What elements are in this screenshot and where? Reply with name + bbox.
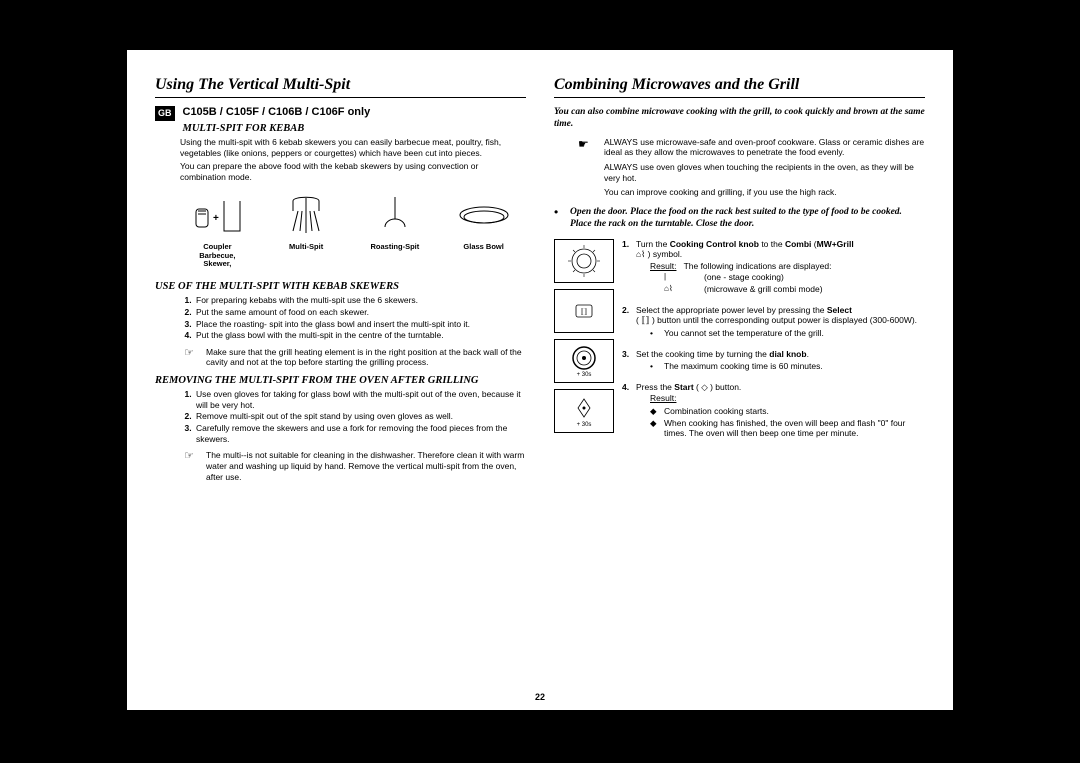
- acc-label-1: Multi-Spit: [264, 243, 349, 251]
- para-1: Using the multi-spit with 6 kebab skewer…: [180, 137, 526, 158]
- intro-text: You can also combine microwave cooking w…: [554, 106, 925, 131]
- step-4: 4.Press the Start ( ◇ ) button. Result: …: [622, 382, 925, 439]
- svg-text:+: +: [213, 213, 219, 224]
- step-r3: Carefully remove the skewers and use a f…: [194, 423, 526, 444]
- acc-multispit: Multi-Spit: [264, 190, 349, 268]
- s1d: Combi: [785, 239, 811, 249]
- step-2: 2.Select the appropriate power level by …: [622, 305, 925, 339]
- multispit-icon: [281, 193, 331, 237]
- right-column: Combining Microwaves and the Grill You c…: [554, 75, 925, 700]
- s3b: dial knob: [769, 349, 806, 359]
- dial-label-4: + 30s: [577, 422, 592, 430]
- s1-line2: (microwave & grill combi mode): [704, 284, 823, 295]
- step-u1: For preparing kebabs with the multi-spit…: [194, 295, 526, 306]
- s4-result-label: Result:: [650, 393, 676, 403]
- section-title-right: Combining Microwaves and the Grill: [554, 75, 925, 98]
- s4c: ( ◇ ) button.: [694, 382, 742, 392]
- s2a: Select the appropriate power level by pr…: [636, 305, 827, 315]
- s3a: Set the cooking time by turning the: [636, 349, 769, 359]
- dial-column: ⟦⟧ + 30s + 30s: [554, 239, 614, 449]
- step-3: 3.Set the cooking time by turning the di…: [622, 349, 925, 372]
- acc-roasting: Roasting-Spit: [353, 190, 438, 268]
- step-u2: Put the same amount of food on each skew…: [194, 307, 526, 318]
- hand-text-2: ALWAYS use oven gloves when touching the…: [604, 162, 925, 183]
- s1-result-text: The following indications are displayed:: [684, 261, 832, 271]
- s4-b2: When cooking has finished, the oven will…: [664, 418, 925, 439]
- dial-box-4: + 30s: [554, 389, 614, 433]
- dial-box-2: ⟦⟧: [554, 289, 614, 333]
- step-1: 1.Turn the Cooking Control knob to the C…: [622, 239, 925, 295]
- left-column: Using The Vertical Multi-Spit GB C105B /…: [155, 75, 526, 700]
- section-title-left: Using The Vertical Multi-Spit: [155, 75, 526, 98]
- note-remove: ☞ The multi--is not suitable for cleanin…: [180, 450, 526, 482]
- s1a: Turn the: [636, 239, 670, 249]
- open-door-text: Open the door. Place the food on the rac…: [570, 206, 925, 231]
- acc-label-2: Roasting-Spit: [353, 243, 438, 251]
- s2b: Select: [827, 305, 852, 315]
- roasting-icon: [370, 193, 420, 237]
- note-icon-2: ☞: [180, 450, 198, 482]
- hand-icon: ☛: [578, 137, 596, 158]
- dial-steps-area: ⟦⟧ + 30s + 30s 1.Turn the Cooking Contro…: [554, 239, 925, 449]
- hand-text-1: ALWAYS use microwave-safe and oven-proof…: [604, 137, 925, 158]
- s1c: to the: [759, 239, 785, 249]
- dial-label-3: + 30s: [577, 372, 592, 380]
- dial-box-3: + 30s: [554, 339, 614, 383]
- svg-text:⟦⟧: ⟦⟧: [581, 308, 588, 316]
- acc-glassbowl: Glass Bowl: [441, 190, 526, 268]
- step-u4: Put the glass bowl with the multi-spit i…: [194, 330, 526, 341]
- accessory-row: + Coupler Barbecue, Skewer,: [175, 190, 526, 268]
- s4a: Press the: [636, 382, 674, 392]
- s2c: ( ⟦⟧ ) button until the corresponding ou…: [636, 315, 917, 325]
- s1g: ) symbol.: [645, 249, 682, 259]
- page-number: 22: [127, 692, 953, 702]
- s1-line1: (one - stage cooking): [704, 272, 784, 283]
- gb-badge: GB: [155, 106, 175, 121]
- s3-bullet: The maximum cooking time is 60 minutes.: [664, 361, 823, 372]
- s4b: Start: [674, 382, 693, 392]
- step-list: 1.Turn the Cooking Control knob to the C…: [622, 239, 925, 449]
- s1-sym1: |: [664, 272, 694, 283]
- note-use: ☞ Make sure that the grill heating eleme…: [180, 347, 526, 368]
- manual-page: Using The Vertical Multi-Spit GB C105B /…: [127, 50, 953, 710]
- hand-note-1: ☛ ALWAYS use microwave-safe and oven-pro…: [578, 137, 925, 158]
- open-door-row: • Open the door. Place the food on the r…: [554, 206, 925, 231]
- subhead-kebab: MULTI-SPIT FOR KEBAB: [183, 122, 527, 135]
- para-2: You can prepare the above food with the …: [180, 161, 526, 182]
- dial-box-1: [554, 239, 614, 283]
- s3c: .: [807, 349, 809, 359]
- hand-text-3: You can improve cooking and grilling, if…: [604, 187, 837, 198]
- hand-note-3: You can improve cooking and grilling, if…: [604, 187, 925, 198]
- s1-result-label: Result:: [650, 261, 676, 271]
- step-r1: Use oven gloves for taking for glass bow…: [194, 389, 526, 410]
- s2-bullet: You cannot set the temperature of the gr…: [664, 328, 824, 339]
- note-text-use: Make sure that the grill heating element…: [206, 347, 526, 368]
- glassbowl-icon: [454, 193, 514, 237]
- bullet-icon: •: [554, 206, 564, 231]
- hand-note-2: ALWAYS use oven gloves when touching the…: [604, 162, 925, 183]
- acc-label-0: Coupler Barbecue, Skewer,: [175, 243, 260, 268]
- note-icon: ☞: [180, 347, 198, 368]
- step-r2: Remove multi-spit out of the spit stand …: [194, 411, 526, 422]
- coupler-icon: +: [192, 193, 242, 237]
- note-text-remove: The multi--is not suitable for cleaning …: [206, 450, 526, 482]
- acc-label-3: Glass Bowl: [441, 243, 526, 251]
- s1f: MW+Grill: [817, 239, 854, 249]
- s4-b1: Combination cooking starts.: [664, 406, 769, 417]
- model-line: C105B / C105F / C106B / C106F only: [183, 106, 527, 120]
- step-u3: Place the roasting- spit into the glass …: [194, 319, 526, 330]
- subhead-remove: REMOVING THE MULTI-SPIT FROM THE OVEN AF…: [155, 374, 526, 387]
- steps-use: For preparing kebabs with the multi-spit…: [180, 295, 526, 341]
- steps-remove: Use oven gloves for taking for glass bow…: [180, 389, 526, 444]
- s1-sym2: ⌂⌇: [664, 284, 694, 295]
- s1b: Cooking Control knob: [670, 239, 759, 249]
- subhead-use: USE OF THE MULTI-SPIT WITH KEBAB SKEWERS: [155, 280, 526, 293]
- acc-coupler: + Coupler Barbecue, Skewer,: [175, 190, 260, 268]
